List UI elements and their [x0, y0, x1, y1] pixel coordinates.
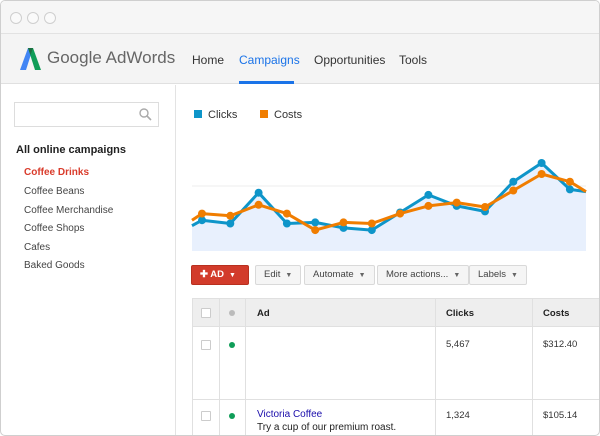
costs-point	[226, 211, 235, 220]
row-divider	[193, 399, 599, 400]
header-ad[interactable]: Ad	[257, 308, 270, 319]
header-costs[interactable]: Costs	[543, 308, 570, 319]
costs-point	[424, 201, 433, 210]
costs-point	[282, 209, 291, 218]
chevron-down-icon: ▼	[358, 272, 366, 279]
row-checkbox[interactable]	[201, 340, 211, 350]
clicks-point	[509, 177, 518, 186]
legend-clicks[interactable]: Clicks	[194, 109, 237, 121]
performance-chart	[191, 159, 587, 251]
nav-tools[interactable]: Tools	[399, 53, 428, 67]
clicks-value: 5,467	[446, 339, 470, 350]
costs-swatch	[260, 110, 268, 118]
campaign-coffee-merchandise[interactable]: Coffee Merchandise	[24, 205, 114, 216]
more-actions-label: More actions...	[386, 269, 449, 280]
legend-costs-label: Costs	[274, 109, 303, 121]
costs-point	[198, 209, 206, 218]
campaign-coffee-shops[interactable]: Coffee Shops	[24, 223, 85, 234]
more-actions-button[interactable]: More actions... ▼	[377, 265, 470, 285]
edit-label: Edit	[264, 269, 281, 280]
close-window-button[interactable]	[10, 12, 22, 24]
nav-opportunities[interactable]: Opportunities	[314, 53, 386, 67]
clicks-point	[339, 223, 348, 232]
maximize-window-button[interactable]	[44, 12, 56, 24]
legend-costs[interactable]: Costs	[260, 109, 302, 121]
plus-icon: ✚	[200, 269, 208, 280]
legend-clicks-label: Clicks	[208, 109, 238, 121]
clicks-point	[565, 185, 574, 194]
table-header	[193, 299, 599, 327]
costs-point	[339, 218, 348, 227]
campaign-coffee-beans[interactable]: Coffee Beans	[24, 186, 85, 197]
header-clicks[interactable]: Clicks	[446, 308, 474, 319]
costs-point	[537, 170, 546, 178]
clicks-swatch	[194, 110, 202, 118]
status-enabled-icon	[229, 342, 235, 348]
sidebar: All online campaigns Coffee Drinks Coffe…	[1, 85, 176, 435]
active-tab-indicator	[239, 81, 294, 84]
chevron-down-icon: ▼	[285, 272, 293, 279]
campaign-cafes[interactable]: Cafes	[24, 242, 51, 253]
costs-point	[452, 198, 461, 207]
ads-table: Ad Clicks Costs 5,467 $312.40 Victoria C…	[192, 298, 599, 435]
minimize-window-button[interactable]	[27, 12, 39, 24]
costs-point	[565, 177, 574, 186]
title-bar	[1, 1, 599, 34]
all-campaigns-heading[interactable]: All online campaigns	[16, 144, 127, 156]
labels-label: Labels	[478, 269, 506, 280]
costs-point	[367, 219, 376, 228]
column-divider	[532, 299, 533, 435]
clicks-area	[192, 163, 586, 251]
campaign-coffee-drinks[interactable]: Coffee Drinks	[24, 167, 90, 178]
app-header: Google AdWords Home Campaigns Opportunit…	[1, 34, 599, 84]
brand-name: Google AdWords	[47, 48, 176, 67]
clicks-point	[198, 216, 206, 225]
adwords-logo-icon	[20, 48, 41, 70]
clicks-line	[191, 161, 587, 232]
status-header-icon	[229, 310, 235, 316]
nav-campaigns[interactable]: Campaigns	[239, 53, 300, 67]
clicks-point	[282, 219, 291, 228]
automate-label: Automate	[313, 269, 354, 280]
clicks-point	[254, 188, 263, 197]
campaign-baked-goods[interactable]: Baked Goods	[24, 260, 85, 271]
select-all-checkbox[interactable]	[201, 308, 211, 318]
clicks-point	[367, 226, 376, 235]
status-enabled-icon	[229, 413, 235, 419]
ad-text: Try a cup of our premium roast.	[257, 422, 397, 433]
costs-point	[311, 226, 320, 235]
labels-button[interactable]: Labels ▼	[469, 265, 527, 285]
clicks-point	[311, 218, 320, 227]
clicks-point	[537, 159, 546, 167]
row-checkbox[interactable]	[201, 411, 211, 421]
costs-point	[509, 186, 518, 195]
clicks-point	[226, 219, 235, 228]
column-divider	[245, 299, 246, 435]
add-ad-label: AD	[210, 269, 224, 280]
edit-button[interactable]: Edit ▼	[255, 265, 302, 285]
column-divider	[219, 299, 220, 435]
ad-title-link[interactable]: Victoria Coffee	[257, 409, 323, 420]
clicks-point	[424, 190, 433, 199]
costs-value: $312.40	[543, 339, 578, 350]
nav-home[interactable]: Home	[192, 53, 225, 67]
search-icon[interactable]	[139, 108, 152, 121]
campaign-search-input[interactable]	[14, 102, 159, 127]
costs-point	[396, 209, 405, 218]
costs-point	[254, 200, 263, 209]
clicks-value: 1,324	[446, 410, 470, 421]
add-ad-button[interactable]: ✚ AD ▼	[191, 265, 249, 285]
chevron-down-icon: ▼	[229, 272, 236, 279]
chevron-down-icon: ▼	[511, 272, 518, 279]
column-divider	[435, 299, 436, 435]
costs-value: $105.14	[543, 410, 578, 421]
costs-point	[481, 203, 489, 211]
chevron-down-icon: ▼	[453, 272, 461, 279]
automate-button[interactable]: Automate ▼	[304, 265, 375, 285]
costs-line	[191, 172, 587, 232]
